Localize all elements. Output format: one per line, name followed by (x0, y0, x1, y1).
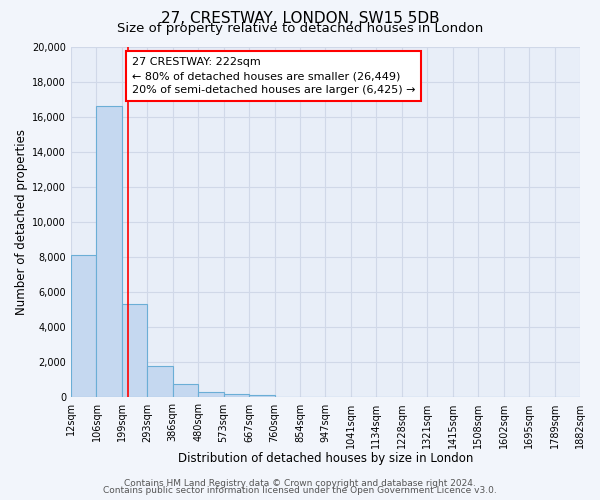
Text: 27, CRESTWAY, LONDON, SW15 5DB: 27, CRESTWAY, LONDON, SW15 5DB (161, 11, 439, 26)
Bar (173, 384, 199, 398)
Y-axis label: Number of detached properties: Number of detached properties (15, 129, 28, 315)
Text: 27 CRESTWAY: 222sqm
← 80% of detached houses are smaller (26,449)
20% of semi-de: 27 CRESTWAY: 222sqm ← 80% of detached ho… (132, 57, 415, 95)
Bar (249, 395, 275, 398)
Bar (71, 256, 97, 398)
Text: Contains public sector information licensed under the Open Government Licence v3: Contains public sector information licen… (103, 486, 497, 495)
Bar (122, 304, 148, 398)
Text: Size of property relative to detached houses in London: Size of property relative to detached ho… (117, 22, 483, 35)
Bar (199, 392, 224, 398)
Text: Contains HM Land Registry data © Crown copyright and database right 2024.: Contains HM Land Registry data © Crown c… (124, 478, 476, 488)
Bar (97, 106, 122, 398)
Bar (224, 394, 249, 398)
X-axis label: Distribution of detached houses by size in London: Distribution of detached houses by size … (178, 452, 473, 465)
Bar (148, 366, 173, 398)
